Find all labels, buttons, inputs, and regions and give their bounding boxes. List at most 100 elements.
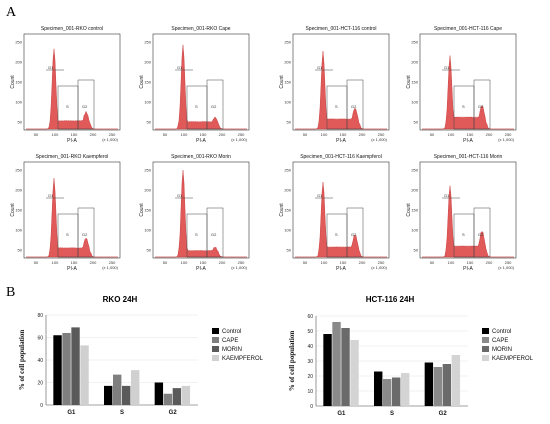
bar	[424, 362, 434, 406]
gate-label-s: S	[66, 104, 69, 109]
histogram-x-tick: 50	[430, 260, 435, 265]
gate-label-g1: G1	[444, 193, 450, 198]
histogram-y-tick: 100	[411, 228, 418, 233]
histogram-curve	[26, 48, 118, 130]
histogram-x-tick: 50	[303, 132, 308, 137]
histogram-frame	[292, 33, 390, 131]
histogram-y-tick: 50	[414, 248, 419, 253]
histogram-7: Specimen_001-HCT-116 Kaempferol 250 200 150…	[279, 154, 390, 272]
histogram-title: Specimen_001-RKO Morin	[171, 154, 231, 160]
histogram-2: Specimen_001-RKO Cape 250 200 150 100 50 Count…	[139, 26, 250, 144]
histogram-y-tick: 50	[147, 120, 152, 125]
y-tick-label: 10	[307, 389, 313, 395]
histogram-x-tick: 100	[181, 260, 188, 265]
legend-entry: KAEMPFEROL	[492, 356, 534, 362]
y-tick-label: 30	[307, 359, 313, 365]
legend-swatch	[212, 355, 219, 361]
gate-label-g2: G2	[478, 232, 484, 237]
histogram-y-tick: 100	[284, 100, 291, 105]
category-label: G1	[67, 410, 76, 416]
bar	[163, 393, 173, 405]
histogram-y-tick: 250	[144, 40, 151, 45]
gate-label-g2: G2	[82, 104, 88, 109]
bar	[350, 340, 359, 406]
histogram-x-scale: (x 1,000)	[371, 137, 387, 142]
histogram-4: Specimen_001-HCT-116 Cape 250 200 150 100 50 C…	[406, 26, 517, 144]
histogram-curve	[295, 181, 387, 258]
gate-label-s: S	[335, 232, 338, 237]
y-axis-label: % of cell population	[18, 330, 26, 391]
legend-swatch	[482, 328, 489, 334]
gate-label-s: S	[195, 232, 198, 237]
histogram-x-label: PI-A	[196, 266, 206, 272]
histogram-x-tick: 100	[181, 132, 188, 137]
legend-entry: CAPE	[222, 338, 238, 344]
histogram-y-tick: 150	[15, 208, 22, 213]
legend-swatch	[482, 355, 489, 361]
histogram-x-tick: 250	[109, 132, 116, 137]
histogram-x-tick: 150	[340, 132, 347, 137]
histogram-y-tick: 200	[411, 188, 418, 193]
histogram-curve	[155, 44, 247, 130]
histogram-curve	[155, 170, 247, 258]
histogram-x-tick: 100	[321, 260, 328, 265]
bar	[80, 345, 89, 405]
histogram-y-tick: 50	[287, 248, 292, 253]
bar	[113, 374, 122, 405]
gate-g2	[346, 79, 364, 130]
bar-chart-2: HCT-116 24H 0 10 20 30 40 50 60 % of cell popula…	[288, 295, 534, 417]
legend-entry: MORIN	[492, 347, 512, 353]
category-label: G2	[169, 410, 178, 416]
chart-title: HCT-116 24H	[366, 295, 415, 304]
histogram-frame	[419, 161, 517, 259]
histogram-x-tick: 50	[34, 260, 39, 265]
histogram-5: Specimen_001-RKO Kaempferol 250 200 150 100 5…	[10, 154, 121, 272]
gate-label-g1: G1	[317, 193, 323, 198]
histogram-x-tick: 200	[90, 260, 97, 265]
histogram-x-tick: 100	[321, 132, 328, 137]
bar-charts-panel: RKO 24H 0 20 40 60 80 % of cell population G1 S G…	[18, 295, 534, 417]
bar	[323, 334, 332, 406]
bar	[154, 382, 164, 405]
histogram-x-tick: 250	[109, 260, 116, 265]
bar	[442, 364, 452, 406]
histogram-frame	[419, 33, 517, 131]
histogram-x-label: PI-A	[336, 138, 346, 144]
gate-g2	[77, 79, 95, 130]
gate-g2	[473, 79, 491, 130]
histogram-x-tick: 150	[200, 260, 207, 265]
bar	[332, 322, 341, 406]
histogram-y-label: Count	[406, 75, 412, 89]
histogram-x-tick: 200	[219, 260, 226, 265]
histogram-x-tick: 150	[71, 132, 78, 137]
histogram-y-tick: 150	[15, 80, 22, 85]
histogram-y-tick: 250	[15, 40, 22, 45]
category-label: G2	[439, 411, 448, 417]
histogram-y-tick: 250	[15, 168, 22, 173]
histogram-y-tick: 200	[284, 188, 291, 193]
histogram-y-tick: 200	[411, 60, 418, 65]
bar	[53, 335, 62, 405]
histogram-frame	[23, 161, 121, 259]
histogram-x-tick: 150	[71, 260, 78, 265]
histogram-x-tick: 250	[378, 132, 385, 137]
histogram-y-tick: 50	[18, 120, 23, 125]
bar	[451, 355, 461, 406]
legend-entry: Control	[492, 329, 511, 335]
histogram-y-tick: 150	[284, 80, 291, 85]
histogram-y-tick: 150	[144, 208, 151, 213]
gate-g2	[346, 207, 364, 258]
gate-label-g2: G2	[82, 232, 88, 237]
histogram-y-tick: 250	[411, 40, 418, 45]
histogram-title: Specimen_001-RKO control	[41, 26, 103, 32]
histogram-y-tick: 150	[144, 80, 151, 85]
histogram-y-tick: 50	[287, 120, 292, 125]
histogram-x-scale: (x 1,000)	[498, 137, 514, 142]
gate-label-g1: G1	[177, 65, 183, 70]
gate-label-g1: G1	[317, 65, 323, 70]
histogram-y-tick: 100	[144, 228, 151, 233]
histogram-x-label: PI-A	[67, 266, 77, 272]
histogram-x-tick: 150	[467, 132, 474, 137]
legend-swatch	[212, 346, 219, 352]
histogram-x-tick: 250	[238, 260, 245, 265]
